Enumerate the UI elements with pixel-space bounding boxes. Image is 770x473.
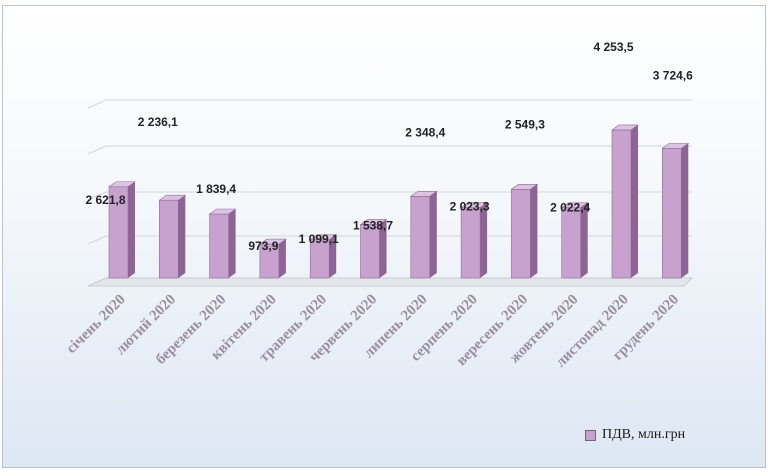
legend: ПДВ, млн.грн xyxy=(585,427,685,443)
bar xyxy=(309,234,338,279)
floor-plane xyxy=(87,277,694,287)
bar-front xyxy=(460,207,481,279)
data-label: 2 621,8 xyxy=(85,193,125,207)
bar xyxy=(258,238,287,279)
bar-side xyxy=(631,124,638,278)
bar-front xyxy=(360,224,380,279)
bar-side xyxy=(480,202,488,278)
gridline xyxy=(87,191,692,201)
bar-top xyxy=(460,202,489,208)
data-label: 1 099,1 xyxy=(299,232,339,246)
bar-top xyxy=(661,143,690,149)
bar-side xyxy=(278,239,286,278)
bar-top xyxy=(510,183,539,190)
data-label: 2 023,3 xyxy=(450,200,490,214)
bar-top xyxy=(309,234,338,241)
bar xyxy=(158,194,187,279)
bar-side xyxy=(379,219,387,278)
bar xyxy=(611,124,639,279)
data-label: 2 348,4 xyxy=(405,125,445,139)
bar-side xyxy=(429,191,437,278)
bar-side xyxy=(580,202,588,278)
bars xyxy=(108,124,690,279)
chart-floor xyxy=(87,277,694,287)
bar-top xyxy=(611,124,639,131)
gridline xyxy=(87,235,692,245)
bar-side xyxy=(681,143,689,278)
bar-side xyxy=(530,184,538,278)
bar-side xyxy=(178,195,186,278)
bar-top xyxy=(560,202,589,208)
legend-label: ПДВ, млн.грн xyxy=(602,427,686,442)
bar xyxy=(510,183,539,279)
bar-top xyxy=(359,219,388,225)
data-label: 4 253,5 xyxy=(593,40,633,54)
data-label: 1 538,7 xyxy=(353,218,393,232)
legend-swatch xyxy=(585,429,596,441)
data-label: 2 549,3 xyxy=(505,117,545,131)
bar-top xyxy=(208,208,237,215)
bar xyxy=(359,219,388,279)
bar-front xyxy=(561,207,582,279)
bar-front xyxy=(661,148,682,279)
data-label: 3 724,6 xyxy=(653,68,693,82)
bar xyxy=(460,202,489,279)
bar xyxy=(208,208,237,279)
data-label: 1 839,4 xyxy=(196,182,236,196)
bar-side xyxy=(128,181,135,278)
gridline xyxy=(87,145,692,155)
data-label: 973,9 xyxy=(248,239,278,253)
bar-side xyxy=(228,208,236,278)
data-label: 2 236,1 xyxy=(138,115,178,129)
bar-top xyxy=(108,181,136,188)
bar-front xyxy=(159,199,179,279)
bar-side xyxy=(329,234,337,278)
bar-front xyxy=(209,213,229,279)
bar-front xyxy=(410,195,431,279)
bar xyxy=(409,190,438,279)
bar-top xyxy=(158,194,187,201)
bar xyxy=(661,143,690,279)
bar-top xyxy=(258,238,287,245)
bar xyxy=(560,202,589,279)
gridline xyxy=(87,99,692,109)
data-label: 2 022,4 xyxy=(550,201,590,215)
bar-front xyxy=(611,129,632,279)
bar-top xyxy=(409,190,438,197)
bar-front xyxy=(511,188,531,279)
data-labels: 2 621,8 2 236,1 1 839,4 973,9 1 099,1 1 538,7… xyxy=(85,40,693,253)
bar xyxy=(108,181,136,279)
